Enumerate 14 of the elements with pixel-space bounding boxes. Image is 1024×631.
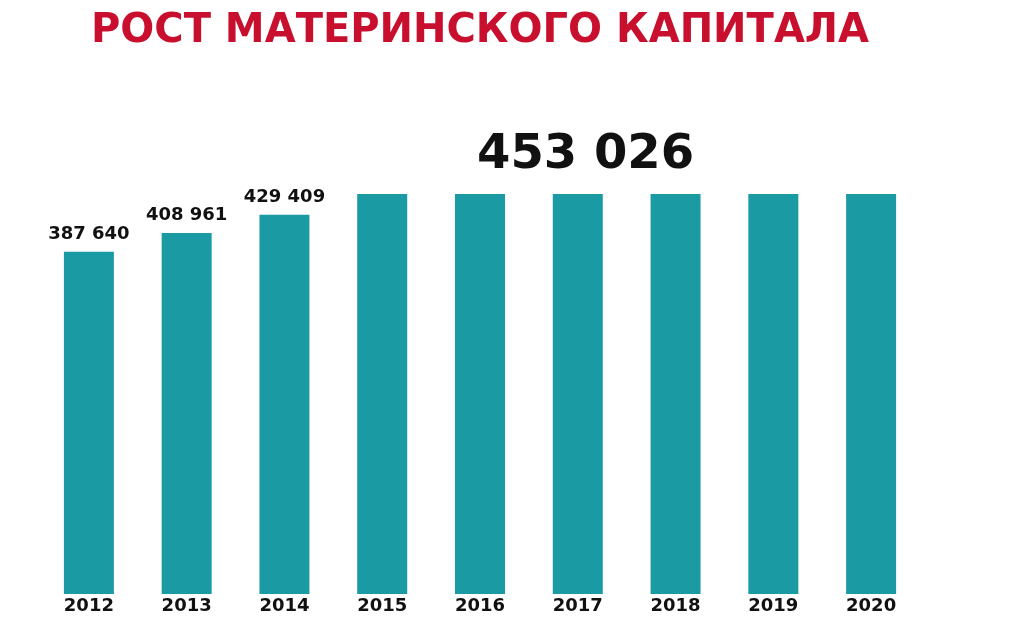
- x-tick-label: 2016: [454, 593, 506, 615]
- text: 453 026: [477, 123, 695, 179]
- chart-title: РОСТ МАТЕРИНСКОГО КАПИТАЛА: [90, 5, 870, 51]
- x-tick-label: 2018: [650, 593, 701, 615]
- x-tick-label: 2012: [63, 593, 114, 615]
- x-tick-label: 2019: [748, 593, 799, 615]
- x-tick-label: 2014: [259, 593, 310, 615]
- x-tick-label: 2020: [846, 593, 897, 615]
- x-tick-label: 2015: [357, 593, 408, 615]
- data-label: 429 409: [243, 184, 326, 206]
- x-tick-label: 2013: [161, 593, 212, 615]
- x-tick-label: 2017: [552, 593, 603, 615]
- data-label: 408 961: [145, 202, 228, 224]
- data-label: 387 640: [48, 221, 130, 243]
